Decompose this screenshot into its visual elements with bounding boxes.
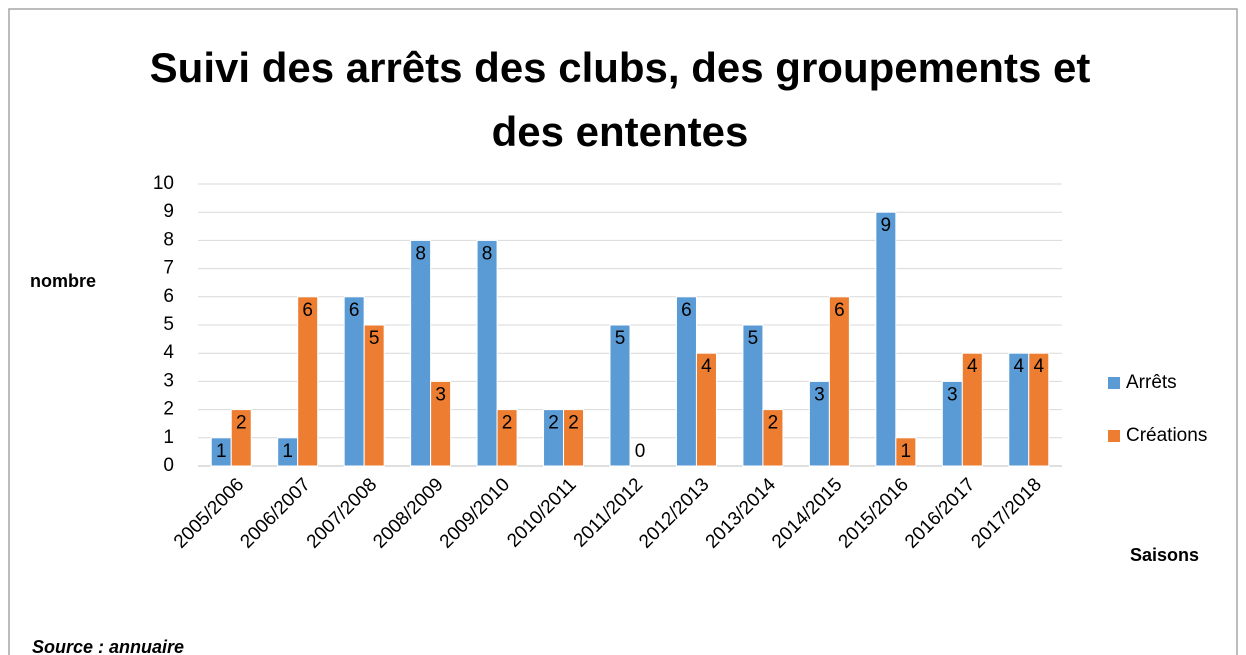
- legend-label: Arrêts: [1126, 372, 1177, 393]
- y-tick-label: 10: [153, 173, 174, 194]
- x-tick-label: 2012/2013: [635, 474, 713, 552]
- bar: [762, 409, 784, 467]
- data-label: 6: [349, 300, 360, 321]
- bar: [675, 296, 697, 467]
- bar: [1028, 352, 1050, 467]
- x-tick-label: 2016/2017: [901, 474, 979, 552]
- data-label: 4: [1033, 356, 1044, 377]
- data-label: 2: [236, 413, 247, 434]
- data-label: 2: [548, 413, 559, 434]
- bar: [297, 296, 319, 467]
- y-tick-label: 0: [163, 455, 174, 476]
- data-label: 6: [302, 300, 313, 321]
- y-tick-label: 2: [163, 399, 174, 420]
- bar: [363, 324, 385, 467]
- data-label: 3: [814, 384, 825, 405]
- data-label: 5: [615, 328, 626, 349]
- data-label: 1: [216, 441, 227, 462]
- data-label: 4: [1013, 356, 1024, 377]
- legend-swatch: [1108, 430, 1120, 442]
- x-tick-label: 2006/2007: [236, 474, 314, 552]
- bar: [343, 296, 365, 467]
- data-label: 6: [681, 300, 692, 321]
- bar: [695, 352, 717, 467]
- legend-swatch: [1108, 377, 1120, 389]
- x-tick-label: 2008/2009: [369, 474, 447, 552]
- bar: [230, 409, 252, 467]
- x-tick-label: 2017/2018: [967, 474, 1045, 552]
- y-tick-label: 4: [163, 342, 174, 363]
- source-note: Source : annuaire: [32, 637, 184, 655]
- bar: [476, 239, 498, 467]
- data-label: 2: [502, 413, 513, 434]
- x-tick-label: 2015/2016: [835, 474, 913, 552]
- chart-border: [8, 8, 1238, 655]
- data-label: 3: [947, 384, 958, 405]
- y-tick-label: 6: [163, 286, 174, 307]
- x-tick-label: 2009/2010: [436, 474, 514, 552]
- legend-label: Créations: [1126, 425, 1207, 446]
- chart-title: Suivi des arrêts des clubs, des groupeme…: [149, 44, 1091, 155]
- data-label: 5: [748, 328, 759, 349]
- y-tick-label: 5: [163, 314, 174, 335]
- x-tick-label: 2007/2008: [303, 474, 381, 552]
- data-label: 1: [282, 441, 293, 462]
- data-label: 4: [967, 356, 978, 377]
- x-axis-label: Saisons: [1130, 545, 1199, 565]
- y-tick-label: 7: [163, 258, 174, 279]
- data-label: 2: [768, 413, 779, 434]
- y-tick-label: 8: [163, 229, 174, 250]
- bar: [609, 324, 631, 467]
- bar: [410, 239, 432, 467]
- data-label: 1: [901, 441, 912, 462]
- y-axis-label: nombre: [30, 271, 96, 291]
- data-label: 2: [568, 413, 579, 434]
- y-tick-label: 3: [163, 370, 174, 391]
- bar: [742, 324, 764, 467]
- data-label: 9: [881, 215, 892, 236]
- data-label: 8: [482, 243, 493, 264]
- y-tick-label: 9: [163, 201, 174, 222]
- data-label: 4: [701, 356, 712, 377]
- bar: [895, 437, 917, 467]
- x-tick-label: 2014/2015: [768, 474, 846, 552]
- y-tick-label: 1: [163, 427, 174, 448]
- x-tick-label: 2010/2011: [503, 474, 580, 551]
- bar: [961, 352, 983, 467]
- x-tick-label: 2011/2012: [570, 474, 647, 551]
- data-label: 5: [369, 328, 380, 349]
- data-label: 8: [415, 243, 426, 264]
- bar: [563, 409, 585, 467]
- x-tick-label: 2005/2006: [170, 474, 248, 552]
- x-tick-label: 2013/2014: [702, 474, 781, 553]
- data-label: 0: [635, 441, 646, 462]
- data-label: 6: [834, 300, 845, 321]
- bar: [828, 296, 850, 467]
- bar: [875, 211, 897, 467]
- bar: [430, 380, 452, 467]
- bar: [496, 409, 518, 467]
- data-label: 3: [435, 384, 446, 405]
